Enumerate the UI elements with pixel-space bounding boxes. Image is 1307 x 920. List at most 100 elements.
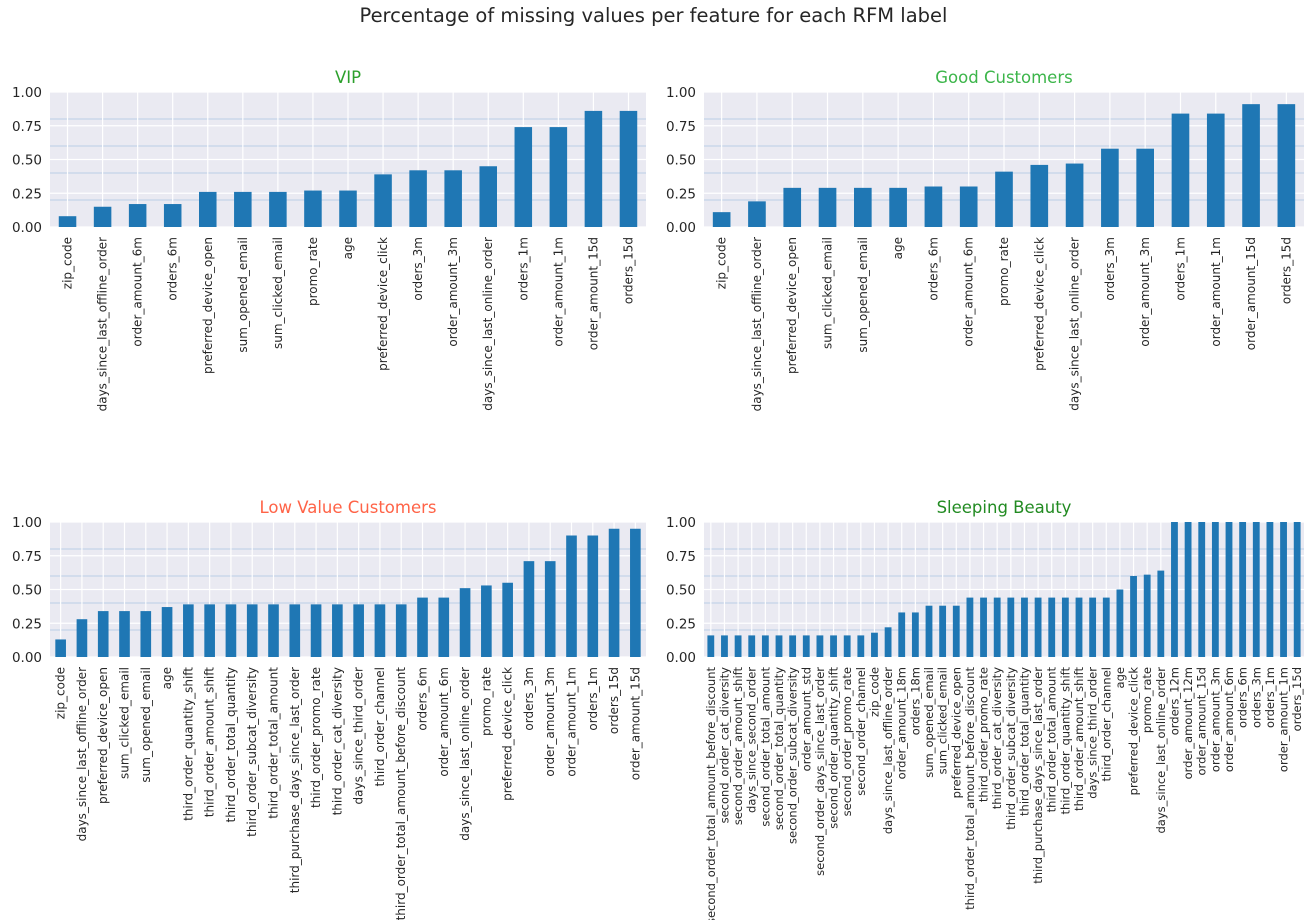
bar (183, 604, 194, 657)
bar (97, 611, 109, 657)
bar (608, 528, 620, 657)
bar (55, 639, 66, 657)
x-tick-label: second_order_channel (854, 667, 868, 796)
bar (1198, 522, 1206, 657)
x-tick-label: order_amount_12m (1181, 667, 1195, 779)
bar (1075, 597, 1083, 657)
bar (924, 186, 943, 227)
y-tick-label: 0.00 (12, 220, 42, 236)
x-tick-label: order_amount_3m (1138, 237, 1152, 347)
x-tick-label: third_order_total_amount_before_discount (394, 667, 408, 920)
bar (339, 190, 357, 227)
x-tick-label: second_order_subcat_diversity (786, 667, 800, 844)
bar (1021, 597, 1028, 657)
x-tick-label: preferred_device_open (785, 237, 799, 374)
bar (734, 635, 742, 657)
bar (818, 187, 837, 227)
x-tick-label: days_since_third_order (1086, 667, 1100, 799)
x-tick-label: second_order_total_amount_before_discoun… (704, 667, 718, 920)
bar (1030, 164, 1049, 227)
bar (549, 127, 568, 227)
x-tick-label: orders_3m (1249, 667, 1263, 728)
x-tick-label: days_since_last_online_order (1068, 237, 1082, 411)
bar (995, 171, 1013, 227)
x-tick-label: preferred_device_open (201, 237, 215, 374)
y-tick-label: 0.00 (666, 650, 696, 666)
x-tick-label: sum_opened_email (922, 667, 936, 778)
bar (1130, 576, 1137, 657)
x-tick-label: third_order_channel (373, 667, 387, 786)
bar (1242, 104, 1260, 227)
bar (566, 535, 577, 657)
x-tick-label: days_since_third_order (352, 667, 366, 805)
bar (417, 597, 428, 657)
x-tick-label: third_order_quantity_shift (1058, 667, 1072, 815)
x-tick-label: promo_rate (1140, 667, 1154, 733)
x-tick-label: second_order_total_amount (758, 667, 772, 827)
x-tick-label: days_since_last_offline_order (750, 237, 764, 411)
x-tick-label: orders_1m (516, 237, 530, 301)
x-tick-label: orders_6m (416, 667, 430, 731)
x-tick-label: second_order_cat_diversity (717, 667, 731, 824)
x-tick-label: third_order_amount_shift (1072, 667, 1086, 811)
x-tick-label: age (1113, 667, 1127, 688)
bar (514, 127, 533, 227)
bar (479, 166, 497, 227)
x-tick-label: order_amount_15d (1195, 667, 1209, 775)
x-tick-label: preferred_device_click (376, 237, 390, 371)
bar (268, 604, 279, 657)
x-tick-label: third_order_quantity_shift (181, 667, 195, 821)
bar (225, 604, 237, 657)
y-tick-label: 0.50 (12, 153, 42, 169)
bar (438, 597, 450, 657)
bar (789, 635, 797, 657)
x-tick-label: third_order_total_amount (1045, 667, 1059, 813)
bar (1065, 163, 1084, 227)
x-tick-label: orders_12m (1167, 667, 1181, 735)
bar (630, 528, 641, 657)
y-tick-label: 0.50 (666, 153, 696, 169)
x-tick-label: preferred_device_click (1127, 667, 1141, 796)
bar (748, 635, 756, 657)
y-tick-label: 0.25 (666, 616, 696, 632)
x-tick-label: third_order_amount_shift (203, 667, 217, 817)
subplot-2: 0.00 0.25 0.50 0.75 1.00 zip_code days_since_l… (666, 68, 1304, 411)
x-tick-label: preferred_device_click (501, 667, 515, 801)
bar (993, 597, 1001, 657)
x-tick-label: orders_15d (1290, 667, 1304, 731)
y-tick-label: 0.75 (12, 119, 42, 135)
bar (234, 191, 252, 227)
x-tick-label: third_order_subcat_diversity (1004, 667, 1018, 830)
bar (93, 206, 112, 227)
x-tick-label: age (160, 667, 174, 689)
bar (884, 627, 892, 657)
x-tick-label: preferred_device_click (1032, 237, 1046, 371)
x-tick-label: third_order_promo_rate (977, 667, 991, 802)
x-tick-label: promo_rate (306, 237, 320, 306)
bar (761, 635, 769, 657)
bar (1225, 522, 1233, 657)
bar (246, 604, 258, 657)
x-tick-label: order_amount_1m (565, 667, 579, 777)
bar (854, 187, 872, 227)
bar (374, 604, 386, 657)
x-tick-label: zip_code (61, 237, 75, 289)
x-tick-label: age (891, 237, 905, 259)
bar (587, 535, 599, 657)
x-tick-label: order_amount_1m (1277, 667, 1291, 772)
x-tick-label: sum_opened_email (139, 667, 153, 783)
x-tick-label: days_since_last_offline_order (96, 237, 110, 411)
bar (1116, 589, 1124, 657)
bar (871, 632, 878, 657)
x-tick-label: sum_opened_email (856, 237, 870, 353)
x-tick-label: sum_opened_email (236, 237, 250, 353)
bar (444, 170, 462, 227)
bar (584, 110, 603, 227)
bar (1266, 522, 1274, 657)
bar (898, 612, 906, 657)
y-tick-label: 1.00 (666, 515, 696, 531)
bar (1089, 597, 1097, 657)
figure-title: Percentage of missing values per feature… (359, 4, 948, 27)
x-tick-label: order_amount_1m (551, 237, 565, 347)
